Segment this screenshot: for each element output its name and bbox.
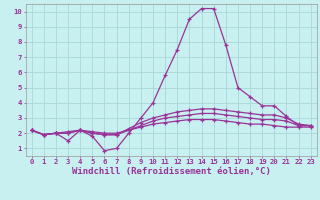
X-axis label: Windchill (Refroidissement éolien,°C): Windchill (Refroidissement éolien,°C) [72, 167, 271, 176]
